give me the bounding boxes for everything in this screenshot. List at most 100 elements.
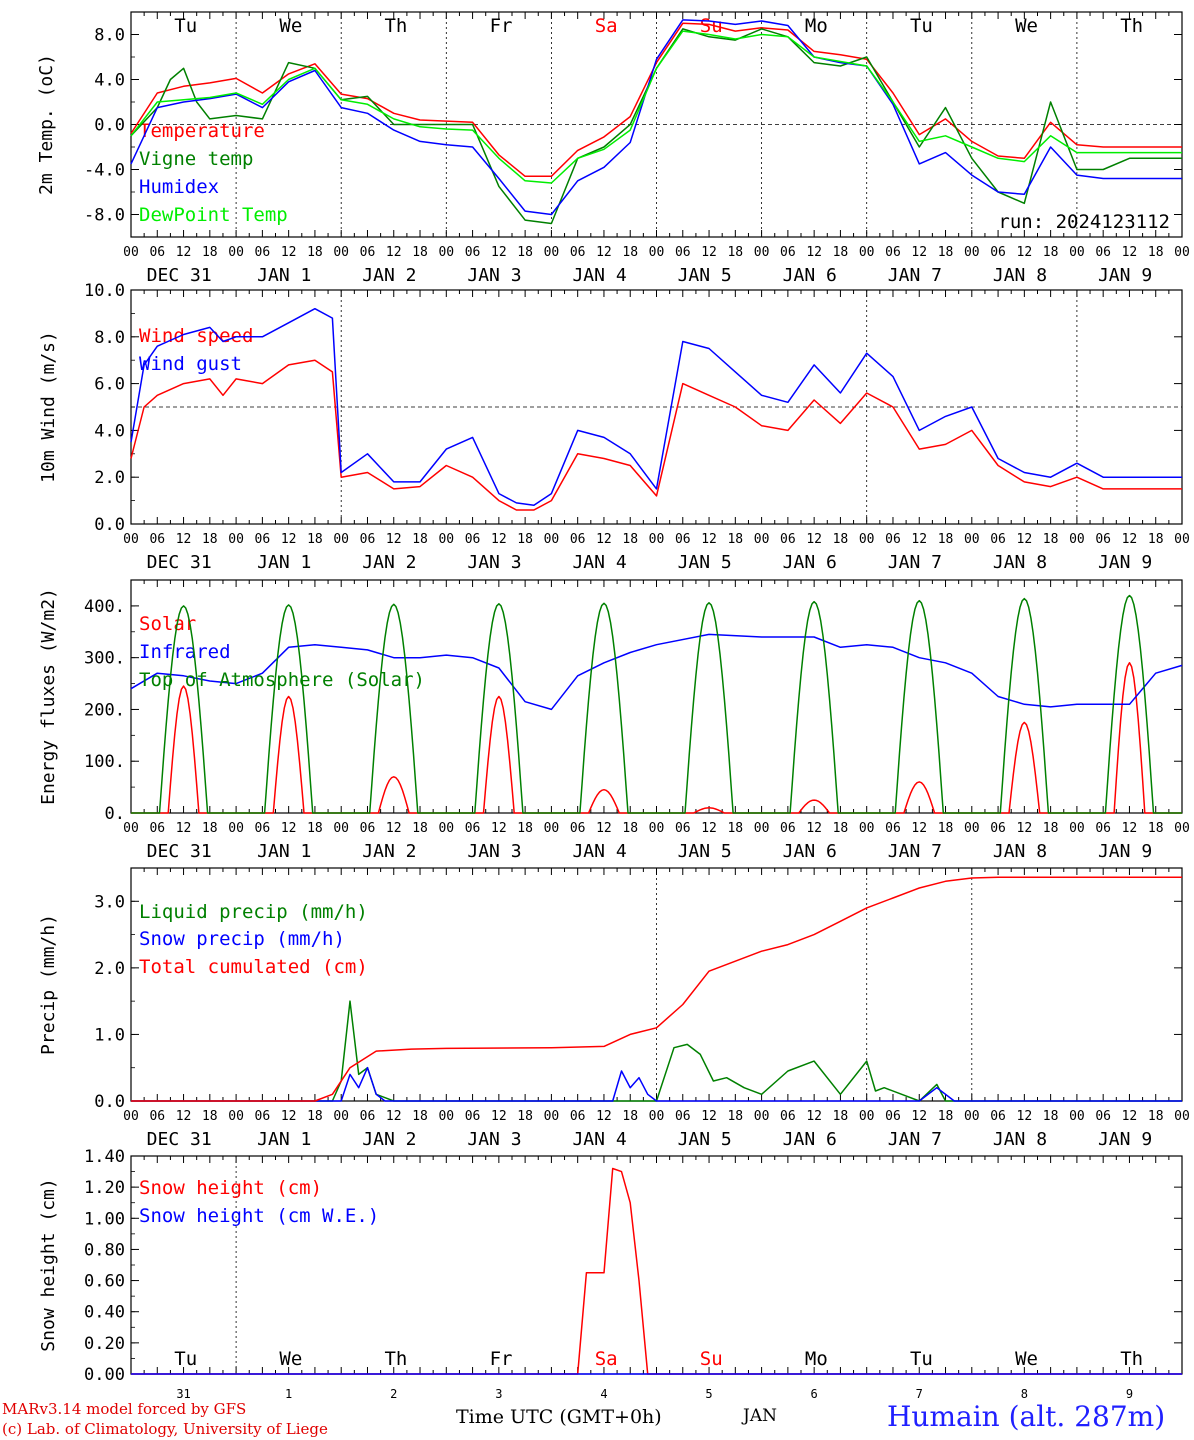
y-tick-label: 3.0 <box>94 892 125 912</box>
legend-entry: Snow precip (mm/h) <box>139 928 345 950</box>
legend-entry: Vigne temp <box>139 148 253 170</box>
x-hour-label: 00 <box>333 532 349 547</box>
x-hour-label: 18 <box>1148 245 1164 260</box>
weekday-label: Sa <box>595 1348 618 1370</box>
x-day-label: JAN 8 <box>993 841 1047 862</box>
weekday-label: Mo <box>805 15 828 37</box>
x-hour-label: 06 <box>465 245 481 260</box>
x-hour-label: 12 <box>911 245 927 260</box>
day-number-label: 6 <box>811 1387 818 1401</box>
x-hour-label: 06 <box>1095 532 1111 547</box>
x-hour-label: 12 <box>596 1109 612 1124</box>
legend-entry: DewPoint Temp <box>139 204 288 226</box>
day-number-label: 9 <box>1126 1387 1133 1401</box>
x-hour-label: 00 <box>544 1109 560 1124</box>
day-number-label: 8 <box>1021 1387 1028 1401</box>
legend-entry: Solar <box>139 613 196 635</box>
x-hour-label: 18 <box>412 532 428 547</box>
x-hour-label: 18 <box>412 821 428 836</box>
x-hour-label: 06 <box>990 1109 1006 1124</box>
x-hour-label: 00 <box>859 821 875 836</box>
x-day-label: JAN 5 <box>678 265 732 286</box>
x-hour-label: 18 <box>1043 532 1059 547</box>
x-hour-label: 00 <box>964 532 980 547</box>
x-hour-label: 12 <box>491 532 507 547</box>
x-hour-label: 12 <box>386 1109 402 1124</box>
y-tick-label: -8.0 <box>84 206 125 226</box>
x-hour-label: 00 <box>333 1109 349 1124</box>
x-hour-label: 00 <box>544 821 560 836</box>
x-hour-label: 00 <box>438 532 454 547</box>
x-hour-label: 00 <box>1174 1109 1190 1124</box>
x-hour-label: 00 <box>649 1109 665 1124</box>
x-hour-label: 18 <box>833 1109 849 1124</box>
x-hour-label: 06 <box>990 532 1006 547</box>
y-tick-label: 4.0 <box>94 71 125 91</box>
x-hour-label: 06 <box>780 821 796 836</box>
weekday-label: Mo <box>805 1348 828 1370</box>
legend-entry: Wind gust <box>139 353 242 375</box>
x-day-label: JAN 1 <box>257 265 311 286</box>
x-hour-label: 18 <box>938 245 954 260</box>
day-number-label: 7 <box>916 1387 923 1401</box>
x-hour-label: 12 <box>806 1109 822 1124</box>
x-day-label: JAN 1 <box>257 552 311 573</box>
x-hour-label: 06 <box>360 532 376 547</box>
x-hour-label: 06 <box>465 532 481 547</box>
x-day-label: JAN 7 <box>888 1129 942 1150</box>
x-hour-label: 06 <box>149 532 165 547</box>
x-hour-label: 12 <box>911 821 927 836</box>
y-tick-label: 0.20 <box>84 1334 125 1354</box>
x-hour-label: 12 <box>701 821 717 836</box>
x-hour-label: 18 <box>1043 1109 1059 1124</box>
x-hour-label: 12 <box>281 532 297 547</box>
x-hour-label: 12 <box>701 1109 717 1124</box>
series-line-snow-height-cm- <box>131 1167 1182 1375</box>
x-day-label: JAN 3 <box>467 841 521 862</box>
y-tick-label: 8.0 <box>94 26 125 46</box>
x-hour-label: 12 <box>1122 821 1138 836</box>
y-tick-label: 0.40 <box>84 1303 125 1323</box>
x-hour-label: 12 <box>806 821 822 836</box>
x-hour-label: 00 <box>754 245 770 260</box>
x-hour-label: 00 <box>1069 821 1085 836</box>
x-hour-label: 06 <box>570 1109 586 1124</box>
x-hour-label: 12 <box>1122 1109 1138 1124</box>
x-hour-label: 00 <box>438 821 454 836</box>
x-hour-label: 00 <box>123 532 139 547</box>
y-tick-label: 0.00 <box>84 1365 125 1385</box>
x-day-label: DEC 31 <box>147 1129 212 1150</box>
legend-entry: Snow height (cm W.E.) <box>139 1205 379 1227</box>
x-hour-label: 06 <box>360 245 376 260</box>
x-day-label: DEC 31 <box>147 552 212 573</box>
x-day-label: DEC 31 <box>147 265 212 286</box>
x-day-label: JAN 2 <box>362 1129 416 1150</box>
x-hour-label: 18 <box>307 245 323 260</box>
weekday-label: Fr <box>490 15 513 37</box>
x-hour-label: 18 <box>938 821 954 836</box>
x-hour-label: 12 <box>1122 532 1138 547</box>
x-day-label: JAN 6 <box>783 841 837 862</box>
weekday-label: Tu <box>910 1348 933 1370</box>
weekday-label: Th <box>1120 1348 1143 1370</box>
x-day-label: JAN 4 <box>572 1129 626 1150</box>
x-day-label: DEC 31 <box>147 841 212 862</box>
series-line-liquid-precip-mm-h- <box>131 1000 1182 1102</box>
x-hour-label: 18 <box>202 245 218 260</box>
x-hour-label: 12 <box>491 821 507 836</box>
x-hour-label: 18 <box>412 1109 428 1124</box>
x-hour-label: 18 <box>517 245 533 260</box>
series-line-top-of-atmosphere-solar- <box>131 594 1182 814</box>
x-hour-label: 06 <box>1095 1109 1111 1124</box>
x-hour-label: 06 <box>675 1109 691 1124</box>
x-hour-label: 00 <box>228 532 244 547</box>
x-hour-label: 18 <box>833 821 849 836</box>
x-hour-label: 12 <box>806 532 822 547</box>
x-hour-label: 18 <box>517 1109 533 1124</box>
x-hour-label: 06 <box>675 821 691 836</box>
x-hour-label: 18 <box>622 245 638 260</box>
credit-lab: (c) Lab. of Climatology, University of L… <box>2 1420 328 1438</box>
x-day-label: JAN 5 <box>678 841 732 862</box>
y-axis-label: 10m Wind (m/s) <box>38 331 59 483</box>
x-hour-label: 12 <box>596 245 612 260</box>
